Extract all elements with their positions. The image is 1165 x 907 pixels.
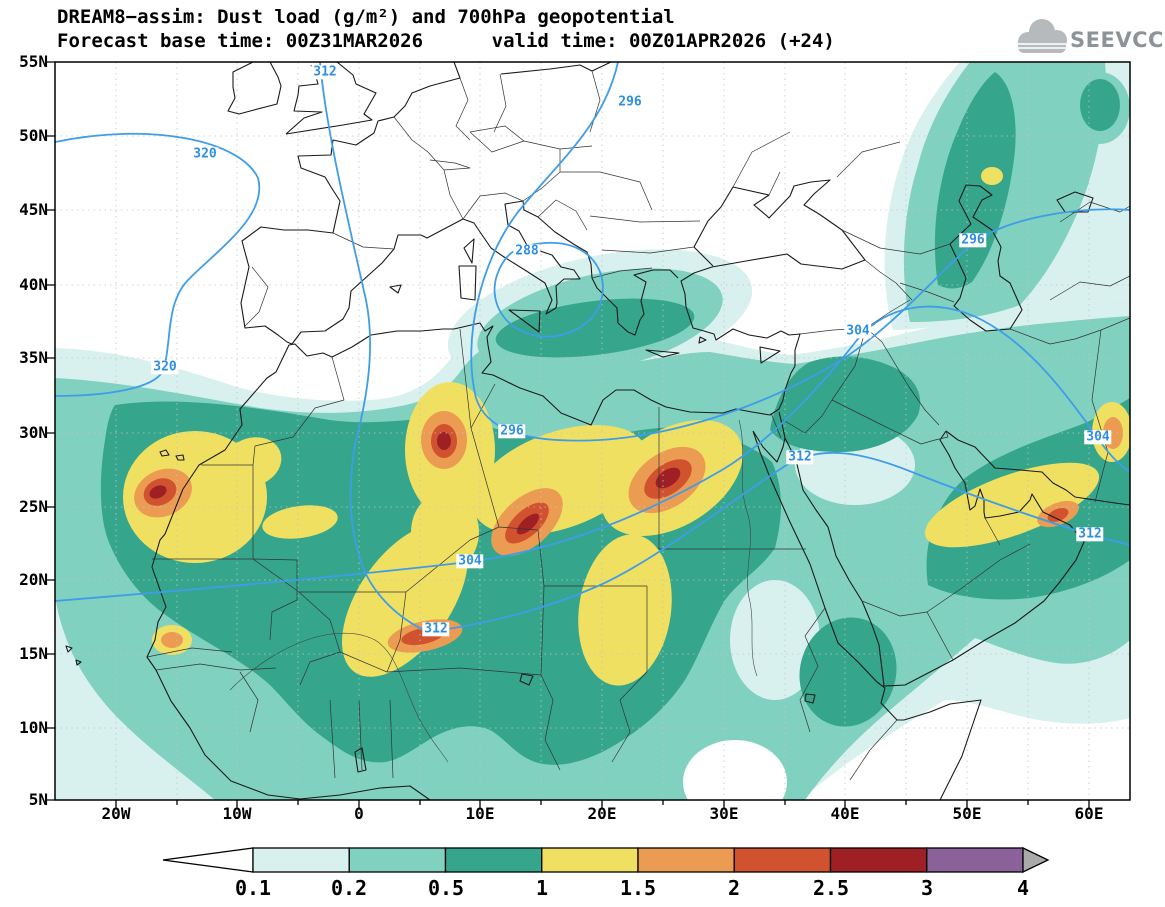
contour-label-312: 312 — [422, 621, 450, 637]
lon-label-30e: 30E — [709, 804, 739, 823]
page-title: DREAM8−assim: Dust load (g/m²) and 700hP… — [57, 6, 675, 28]
colorbar-segment-5 — [733, 847, 832, 873]
lat-label-25n: 25N — [19, 497, 48, 516]
dust-fill-level-2.5 — [149, 432, 681, 535]
lat-label-45n: 45N — [19, 200, 48, 219]
lon-label-0: 0 — [354, 804, 364, 823]
lat-label-50n: 50N — [19, 126, 48, 145]
dust-clear-hole — [683, 740, 787, 800]
lon-label-10e: 10E — [465, 804, 495, 823]
lon-label-20e: 20E — [587, 804, 617, 823]
lat-label-5n: 5N — [28, 790, 48, 809]
lat-label-40n: 40N — [19, 275, 48, 294]
cloud-icon — [1018, 19, 1067, 53]
colorbar-segment-7 — [926, 847, 1024, 873]
colorbar-level-4: 4 — [1016, 876, 1030, 900]
contour-label-320: 320 — [151, 359, 179, 375]
geopotential-contours — [55, 62, 1130, 632]
colorbar-segment-0 — [252, 847, 350, 873]
map-frame — [54, 61, 1131, 801]
lon-label-60e: 60E — [1074, 804, 1104, 823]
lat-label-10n: 10N — [19, 718, 48, 737]
lon-label-40e: 40E — [830, 804, 860, 823]
contour-312-long — [319, 62, 1130, 632]
colorbar-segment-3 — [541, 847, 639, 873]
lon-label-10w: 10W — [222, 804, 252, 823]
contour-label-304: 304 — [844, 323, 872, 339]
lon-label-20w: 20W — [101, 804, 131, 823]
colorbar-level-1.5: 1.5 — [619, 876, 657, 900]
colorbar-level-0.1: 0.1 — [234, 876, 272, 900]
colorbar-level-0.2: 0.2 — [330, 876, 368, 900]
contour-label-296: 296 — [616, 94, 644, 110]
lat-label-15n: 15N — [19, 644, 48, 663]
colorbar-arrow-low — [162, 847, 254, 873]
contour-label-312: 312 — [1076, 526, 1104, 542]
contour-label-320: 320 — [191, 146, 219, 162]
lat-label-35n: 35N — [19, 348, 48, 367]
lat-label-30n: 30N — [19, 423, 48, 442]
colorbar-level-0.5: 0.5 — [427, 876, 465, 900]
colorbar-level-3: 3 — [920, 876, 934, 900]
colorbar-level-1: 1 — [535, 876, 549, 900]
forecast-times-subtitle: Forecast base time: 00Z31MAR2026 valid t… — [57, 30, 835, 52]
contour-320 — [55, 132, 261, 397]
contour-label-296: 296 — [498, 423, 526, 439]
contour-304-long — [55, 305, 1130, 602]
axis-ticks — [47, 61, 1090, 808]
colorbar-arrow-high — [1022, 846, 1050, 874]
colorbar-segment-2 — [444, 847, 543, 873]
contour-label-288: 288 — [513, 243, 541, 259]
contour-label-296: 296 — [959, 232, 987, 248]
colorbar-level-2.5: 2.5 — [812, 876, 850, 900]
lat-label-55n: 55N — [19, 52, 48, 71]
seevccc-logo-text: SEEVCCC — [1070, 28, 1165, 52]
rivers — [229, 419, 758, 763]
contour-label-312: 312 — [311, 64, 339, 80]
colorbar-segment-6 — [829, 847, 928, 873]
lon-label-50e: 50E — [952, 804, 982, 823]
colorbar-segment-4 — [637, 847, 735, 873]
lat-label-20n: 20N — [19, 570, 48, 589]
contour-label-304: 304 — [456, 553, 484, 569]
contour-288-closed-low — [493, 241, 604, 338]
contour-label-312: 312 — [786, 449, 814, 465]
colorbar-segment-1 — [348, 847, 447, 873]
colorbar — [162, 846, 1050, 874]
contour-label-304: 304 — [1084, 429, 1112, 445]
colorbar-level-2: 2 — [727, 876, 741, 900]
